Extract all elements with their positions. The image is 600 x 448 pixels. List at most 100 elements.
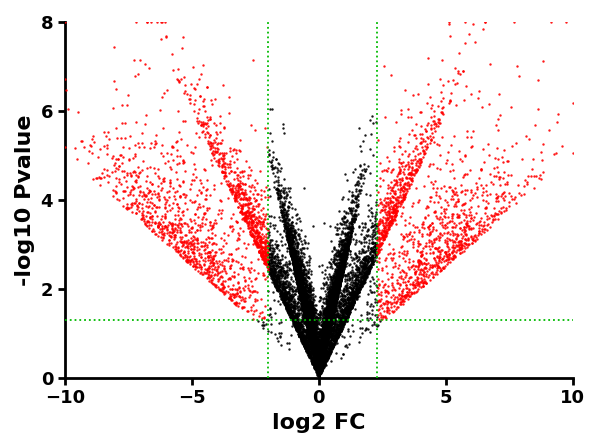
Point [293, 250, 303, 257]
Point [326, 318, 335, 325]
Point [200, 108, 210, 115]
Point [241, 208, 251, 215]
Point [356, 312, 365, 319]
Point [343, 308, 352, 315]
Point [311, 356, 321, 363]
Point [463, 242, 473, 249]
Point [419, 278, 429, 285]
Point [317, 353, 326, 360]
Point [496, 210, 505, 217]
Point [316, 349, 325, 356]
Point [332, 290, 342, 297]
Point [314, 354, 323, 361]
Point [303, 349, 313, 356]
Point [322, 329, 332, 336]
Point [442, 238, 452, 245]
Point [279, 202, 289, 209]
Point [301, 314, 311, 322]
Point [379, 224, 389, 232]
Point [302, 315, 311, 322]
Point [313, 351, 322, 358]
Point [241, 194, 251, 201]
Point [330, 283, 340, 290]
Point [317, 347, 327, 354]
Point [275, 160, 284, 168]
Point [314, 372, 324, 379]
Point [300, 305, 310, 312]
Point [431, 227, 441, 234]
Point [339, 258, 349, 266]
Point [307, 336, 317, 343]
Point [311, 362, 321, 369]
Point [325, 314, 334, 321]
Point [119, 187, 129, 194]
Point [425, 250, 435, 257]
Point [321, 343, 331, 350]
Point [320, 360, 330, 367]
Point [205, 134, 214, 141]
Point [472, 193, 481, 200]
Point [310, 355, 320, 362]
Point [279, 293, 289, 300]
Point [161, 32, 171, 39]
Point [319, 358, 329, 365]
Point [329, 304, 339, 311]
Point [295, 332, 304, 340]
Point [311, 312, 321, 319]
Point [297, 283, 307, 290]
Point [325, 270, 334, 277]
Point [326, 318, 335, 325]
Point [311, 358, 321, 365]
Point [313, 369, 323, 376]
Point [317, 336, 327, 343]
Point [346, 289, 356, 297]
Point [307, 339, 316, 346]
Point [205, 239, 214, 246]
Point [323, 336, 332, 343]
Point [289, 261, 298, 268]
Point [292, 276, 302, 283]
Point [303, 348, 313, 355]
Point [312, 358, 322, 365]
Point [455, 244, 464, 251]
Point [326, 314, 336, 322]
Point [319, 325, 329, 332]
Point [317, 312, 327, 319]
Point [383, 185, 393, 192]
Point [382, 301, 392, 308]
Point [305, 321, 315, 328]
Point [298, 292, 307, 299]
Point [307, 336, 317, 344]
Point [338, 262, 347, 269]
Point [382, 212, 392, 219]
Point [338, 263, 347, 271]
Point [224, 182, 234, 190]
Point [284, 215, 294, 222]
Point [438, 110, 448, 117]
Point [298, 298, 308, 306]
Point [310, 341, 320, 349]
Point [277, 289, 286, 296]
Point [313, 339, 323, 346]
Point [218, 261, 227, 268]
Point [314, 362, 324, 369]
Point [464, 223, 474, 230]
Point [337, 275, 346, 282]
Point [320, 341, 329, 349]
Point [325, 333, 335, 340]
Point [357, 226, 367, 233]
Point [145, 214, 155, 221]
Point [352, 254, 361, 261]
Point [334, 283, 343, 290]
Point [347, 299, 357, 306]
Point [373, 266, 382, 273]
Point [308, 336, 317, 343]
Point [313, 361, 323, 368]
Point [305, 337, 315, 345]
Point [254, 200, 263, 207]
Point [266, 272, 276, 280]
Point [323, 320, 333, 327]
Point [175, 194, 185, 201]
Point [323, 323, 332, 330]
Point [314, 366, 323, 374]
